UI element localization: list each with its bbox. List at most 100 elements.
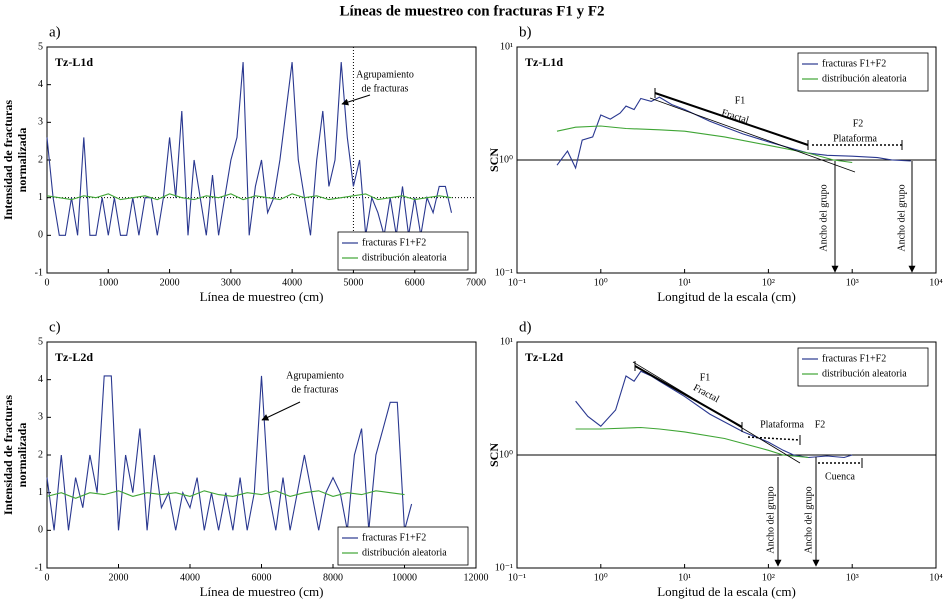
panel-label: a) — [49, 24, 61, 40]
annotation-line — [261, 401, 301, 421]
x-tick-label: 6000 — [252, 572, 272, 583]
legend-box — [797, 347, 929, 387]
x-tick-label: 10⁰ — [594, 277, 608, 288]
legend-label: fracturas F1+F2 — [362, 237, 426, 248]
y-tick-label: 2 — [38, 154, 43, 165]
x-tick-label: 10¹ — [678, 277, 691, 288]
legend-label: distribución aleatoria — [822, 368, 907, 379]
y-axis-label: normalizada — [15, 423, 29, 488]
annotation: Ancho del grupo — [765, 486, 776, 553]
annotation: Ancho del grupo — [896, 184, 907, 251]
series-line — [46, 193, 452, 201]
y-tick-label: 4 — [38, 374, 43, 385]
y-tick-label: 10⁻¹ — [495, 562, 513, 573]
series-line — [556, 96, 911, 170]
y-tick-label: 3 — [38, 412, 43, 423]
legend-box — [337, 526, 469, 566]
annotation: F1 — [700, 372, 711, 383]
figure-title: Líneas de muestreo con fracturas F1 y F2 — [339, 3, 604, 19]
legend-box — [337, 231, 469, 271]
annotation: Agrupamiento — [356, 69, 414, 80]
x-tick-label: 1000 — [98, 277, 118, 288]
x-tick-label: 10⁴ — [929, 277, 943, 288]
legend-label: distribución aleatoria — [822, 73, 907, 84]
y-tick-label: 10⁰ — [499, 449, 513, 460]
legend-box — [797, 52, 929, 92]
x-tick-label: 0 — [45, 277, 50, 288]
y-tick-label: 4 — [38, 79, 43, 90]
y-axis-label: SCN — [487, 148, 501, 172]
y-tick-label: 5 — [38, 41, 43, 52]
y-tick-label: -1 — [35, 562, 43, 573]
legend-label: fracturas F1+F2 — [822, 353, 886, 364]
y-axis-label: Intensidad de fracturas — [1, 100, 15, 220]
y-tick-label: 10⁰ — [499, 154, 513, 165]
annotation-line — [747, 436, 801, 441]
x-tick-label: 4000 — [282, 277, 302, 288]
y-axis-label: normalizada — [15, 128, 29, 193]
series-line — [46, 490, 405, 499]
x-tick-label: 6000 — [405, 277, 425, 288]
y-tick-label: 10¹ — [500, 41, 513, 52]
x-tick-label: 10⁰ — [594, 572, 608, 583]
annotation: Cuenca — [825, 471, 856, 482]
annotation: F2 — [853, 118, 864, 129]
x-tick-label: 7000 — [466, 277, 486, 288]
annotation-line — [634, 365, 743, 428]
panel-tag: Tz-L1d — [525, 55, 563, 69]
annotation: Plataforma — [760, 419, 804, 430]
y-tick-label: 0 — [38, 525, 43, 536]
annotation-line — [341, 94, 371, 106]
legend-label: fracturas F1+F2 — [822, 58, 886, 69]
x-tick-label: 10⁻¹ — [508, 572, 526, 583]
series-line — [46, 375, 413, 531]
x-tick-label: 12000 — [464, 572, 489, 583]
annotation: Ancho del grupo — [818, 184, 829, 251]
x-tick-label: 10² — [762, 572, 775, 583]
x-tick-label: 8000 — [323, 572, 343, 583]
annotation-line — [649, 97, 856, 173]
x-axis-label: Línea de muestreo (cm) — [200, 289, 324, 304]
annotation: Plataforma — [833, 133, 877, 144]
y-tick-label: 10¹ — [500, 336, 513, 347]
panel-label: c) — [49, 319, 61, 335]
panel-tag: Tz-L2d — [525, 350, 563, 364]
x-tick-label: 2000 — [160, 277, 180, 288]
x-tick-label: 10³ — [846, 277, 859, 288]
x-tick-label: 2000 — [109, 572, 129, 583]
y-tick-label: 1 — [38, 192, 43, 203]
x-tick-label: 10¹ — [678, 572, 691, 583]
panel-label: b) — [519, 24, 532, 40]
x-tick-label: 0 — [45, 572, 50, 583]
y-tick-label: 2 — [38, 449, 43, 460]
annotation-line — [654, 92, 809, 146]
y-axis-label: SCN — [487, 443, 501, 467]
annotation: de fracturas — [362, 83, 409, 94]
x-tick-label: 10000 — [392, 572, 417, 583]
x-tick-label: 10² — [762, 277, 775, 288]
annotation: Fractal — [691, 382, 721, 405]
y-tick-label: 3 — [38, 117, 43, 128]
y-axis-label: Intensidad de fracturas — [1, 395, 15, 515]
x-tick-label: 10⁴ — [929, 572, 943, 583]
x-tick-label: 4000 — [180, 572, 200, 583]
annotation: Fractal — [720, 107, 750, 126]
x-tick-label: 10⁻¹ — [508, 277, 526, 288]
panel-tag: Tz-L2d — [55, 350, 93, 364]
y-tick-label: -1 — [35, 267, 43, 278]
x-axis-label: Longitud de la escala (cm) — [657, 584, 796, 599]
x-axis-label: Línea de muestreo (cm) — [200, 584, 324, 599]
x-axis-label: Longitud de la escala (cm) — [657, 289, 796, 304]
panel-tag: Tz-L1d — [55, 55, 93, 69]
annotation: Agrupamiento — [286, 370, 344, 381]
annotation: Ancho del grupo — [803, 486, 814, 553]
x-tick-label: 10³ — [846, 572, 859, 583]
annotation: F1 — [735, 95, 746, 106]
y-tick-label: 5 — [38, 336, 43, 347]
annotation: de fracturas — [292, 384, 339, 395]
series-line — [556, 125, 853, 164]
panel-label: d) — [519, 319, 532, 335]
y-tick-label: 0 — [38, 230, 43, 241]
annotation: F2 — [815, 419, 826, 430]
